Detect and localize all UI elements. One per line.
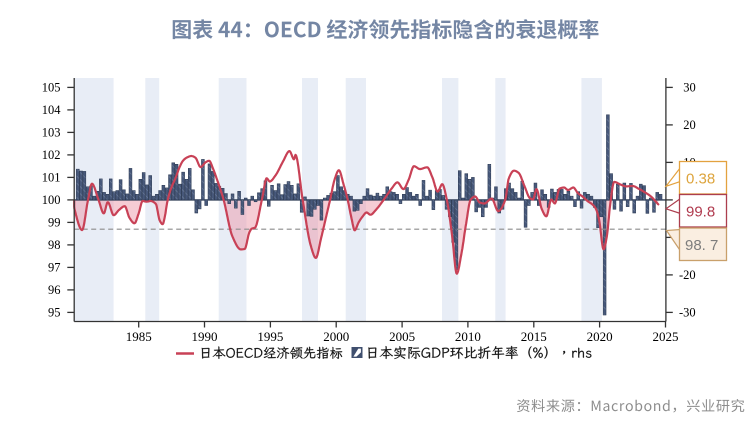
svg-text:2000: 2000 <box>323 329 349 344</box>
svg-text:103: 103 <box>42 126 61 140</box>
svg-text:104: 104 <box>42 103 62 117</box>
svg-text:98. 7: 98. 7 <box>685 237 718 254</box>
svg-text:-20: -20 <box>679 268 696 282</box>
svg-text:-30: -30 <box>679 306 696 320</box>
svg-text:1985: 1985 <box>126 329 152 344</box>
svg-text:95: 95 <box>48 306 61 320</box>
svg-text:2020: 2020 <box>587 329 613 344</box>
svg-text:99.8: 99.8 <box>686 204 715 221</box>
svg-text:2005: 2005 <box>389 329 415 344</box>
svg-text:1990: 1990 <box>192 329 218 344</box>
svg-text:99: 99 <box>48 216 61 230</box>
svg-text:2025: 2025 <box>653 329 679 344</box>
svg-text:20: 20 <box>683 118 696 132</box>
svg-text:0.38: 0.38 <box>686 171 715 188</box>
svg-text:30: 30 <box>683 81 696 95</box>
svg-text:97: 97 <box>48 261 61 275</box>
svg-text:102: 102 <box>42 148 61 162</box>
svg-text:105: 105 <box>42 81 61 95</box>
svg-text:1995: 1995 <box>257 329 283 344</box>
svg-text:2015: 2015 <box>521 329 547 344</box>
svg-text:101: 101 <box>42 171 61 185</box>
svg-text:2010: 2010 <box>455 329 481 344</box>
svg-text:98: 98 <box>48 238 61 252</box>
svg-text:96: 96 <box>48 283 61 297</box>
svg-text:100: 100 <box>42 193 61 207</box>
